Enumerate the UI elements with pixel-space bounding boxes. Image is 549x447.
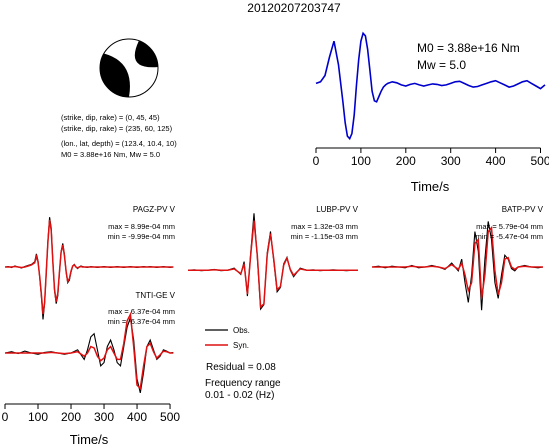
station-name: LUBP-PV V xyxy=(316,205,358,214)
stf-x-tick-label: 200 xyxy=(396,154,416,168)
stf-x-axis: 0 100 200 300 400 500 xyxy=(313,147,549,168)
waveform-x-axis: 0 100 200 300 400 500 xyxy=(2,403,180,424)
frequency-range-value: 0.01 - 0.02 (Hz) xyxy=(205,390,274,401)
station-name: TNTI-GE V xyxy=(135,291,175,300)
mechanism-info: (strike, dip, rake) = (0, 45, 45) (strik… xyxy=(61,113,177,159)
max-amplitude: max = 6.37e-04 mm xyxy=(108,307,175,316)
focal-mechanism-beachball xyxy=(99,38,159,98)
max-amplitude: max = 8.99e-04 mm xyxy=(108,222,175,231)
residual-text: Residual = 0.08 xyxy=(206,362,276,373)
figure-title: 20120207203747 xyxy=(247,1,341,15)
synthetic-waveform xyxy=(5,311,174,390)
synthetic-waveform xyxy=(372,225,543,299)
stf-curve xyxy=(315,31,546,141)
waveform-x-tick-label: 300 xyxy=(94,410,114,424)
waveform-x-tick-label: 0 xyxy=(2,410,9,424)
stf-mw-label: Mw = 5.0 xyxy=(417,58,466,72)
waveform-x-axis-label: Time/s xyxy=(70,432,109,447)
stf-x-tick-label: 500 xyxy=(530,154,549,168)
source-time-function-panel: M0 = 3.88e+16 Nm Mw = 5.0 0 100 200 300 400 5… xyxy=(313,31,549,194)
min-amplitude: min = -9.99e-04 mm xyxy=(108,232,175,241)
nodal-plane-2: (strike, dip, rake) = (235, 60, 125) xyxy=(61,124,173,133)
stf-m0-label: M0 = 3.88e+16 Nm xyxy=(417,41,520,55)
waveform-x-tick-label: 500 xyxy=(160,410,180,424)
stf-x-tick-label: 300 xyxy=(441,154,461,168)
station-name: PAGZ-PV V xyxy=(133,205,176,214)
station-name: BATP-PV V xyxy=(502,205,544,214)
min-amplitude: min = -6.37e-04 mm xyxy=(108,317,175,326)
moment-line: M0 = 3.88e+16 Nm, Mw = 5.0 xyxy=(61,150,160,159)
waveform-x-tick-label: 400 xyxy=(127,410,147,424)
max-amplitude: max = 5.79e-04 mm xyxy=(476,222,543,231)
stf-x-tick-label: 0 xyxy=(313,154,320,168)
observed-waveform xyxy=(4,317,174,394)
legend: Obs. Syn. Residual = 0.08 Frequency rang… xyxy=(205,326,281,401)
frequency-range-title: Frequency range xyxy=(205,378,281,389)
legend-obs-label: Obs. xyxy=(233,326,250,335)
synthetic-waveform xyxy=(5,219,174,315)
stf-x-axis-label: Time/s xyxy=(411,179,450,194)
waveform-x-tick-label: 100 xyxy=(28,410,48,424)
min-amplitude: min = -5.47e-04 mm xyxy=(476,232,543,241)
stf-x-tick-label: 100 xyxy=(351,154,371,168)
stf-x-tick-label: 400 xyxy=(486,154,506,168)
synthetic-waveform xyxy=(188,220,358,309)
min-amplitude: min = -1.15e-03 mm xyxy=(291,232,358,241)
max-amplitude: max = 1.32e-03 mm xyxy=(291,222,358,231)
legend-syn-label: Syn. xyxy=(233,341,249,350)
waveform-x-tick-label: 200 xyxy=(61,410,81,424)
nodal-plane-1: (strike, dip, rake) = (0, 45, 45) xyxy=(61,113,160,122)
location-line: (lon., lat, depth) = (123.4, 10.4, 10) xyxy=(61,139,177,148)
